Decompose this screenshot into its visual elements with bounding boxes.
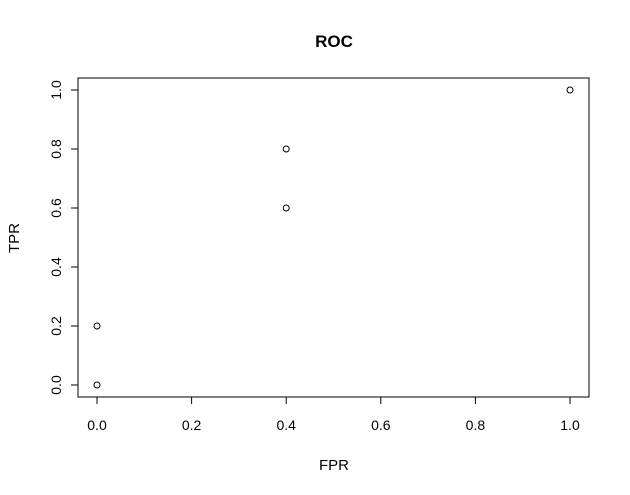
data-point xyxy=(566,86,574,94)
plot-box xyxy=(77,77,590,398)
y-tick-label: 0.2 xyxy=(48,316,64,336)
x-tick-label: 0.0 xyxy=(87,417,107,433)
y-tick-label: 0.0 xyxy=(48,375,64,395)
x-axis-label: FPR xyxy=(319,457,349,474)
chart-title: ROC xyxy=(315,32,353,51)
x-axis: 0.0 0.2 0.4 0.6 0.8 1.0 xyxy=(87,396,580,433)
y-tick-label: 0.4 xyxy=(48,257,64,277)
x-tick-label: 0.8 xyxy=(466,417,486,433)
x-tick-label: 0.6 xyxy=(371,417,391,433)
y-axis: 0.0 0.2 0.4 0.6 0.8 1.0 xyxy=(48,80,79,395)
x-tick-label: 0.4 xyxy=(276,417,296,433)
y-tick-label: 0.6 xyxy=(48,198,64,218)
y-tick-label: 1.0 xyxy=(48,80,64,100)
x-tick-label: 1.0 xyxy=(560,417,580,433)
x-tick-label: 0.2 xyxy=(182,417,202,433)
data-points xyxy=(93,86,574,389)
data-point xyxy=(93,322,101,330)
y-tick-label: 0.8 xyxy=(48,139,64,159)
data-point xyxy=(282,204,290,212)
data-point xyxy=(93,381,101,389)
y-axis-label: TPR xyxy=(6,223,23,253)
data-point xyxy=(282,145,290,153)
